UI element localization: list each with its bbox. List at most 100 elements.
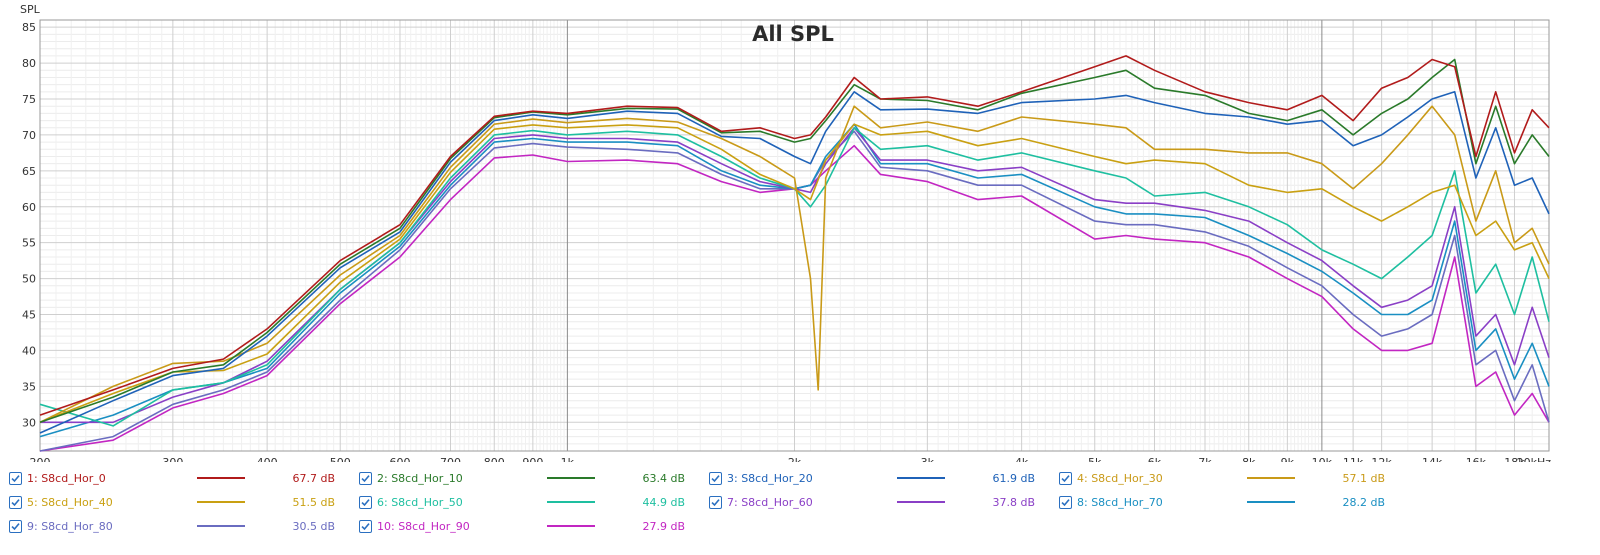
y-tick-label: 65 bbox=[22, 165, 36, 178]
chart-title: All SPL bbox=[752, 22, 834, 46]
series-visibility-checkbox[interactable] bbox=[709, 471, 722, 485]
legend-item: 8: S8cd_Hor_70 28.2 dB bbox=[1050, 490, 1385, 514]
check-icon bbox=[11, 522, 20, 530]
series-visibility-checkbox[interactable] bbox=[359, 471, 372, 485]
series-curves bbox=[39, 55, 1550, 452]
x-tick-label: 800 bbox=[484, 456, 505, 462]
y-tick-label: 40 bbox=[22, 344, 36, 357]
x-tick-label: 9k bbox=[1281, 456, 1295, 462]
y-tick-label: 30 bbox=[22, 416, 36, 429]
legend-color-swatch bbox=[547, 501, 595, 503]
legend-series-name: 9: S8cd_Hor_80 bbox=[27, 519, 113, 533]
check-icon bbox=[11, 474, 20, 482]
legend-item: 2: S8cd_Hor_10 63.4 dB bbox=[350, 466, 685, 490]
series-visibility-checkbox[interactable] bbox=[9, 519, 22, 533]
series-visibility-checkbox[interactable] bbox=[9, 471, 22, 485]
legend-series-name: 2: S8cd_Hor_10 bbox=[377, 471, 463, 485]
y-tick-label: 60 bbox=[22, 201, 36, 214]
legend-series-value: 37.8 dB bbox=[992, 495, 1035, 509]
x-tick-label: 2k bbox=[788, 456, 802, 462]
legend-series-value: 63.4 dB bbox=[642, 471, 685, 485]
legend-color-swatch bbox=[197, 525, 245, 527]
major-grid bbox=[40, 20, 1549, 451]
x-tick-label: 400 bbox=[257, 456, 278, 462]
y-tick-label: 80 bbox=[22, 57, 36, 70]
x-tick-label: 1k bbox=[561, 456, 575, 462]
x-tick-label: 600 bbox=[389, 456, 410, 462]
check-icon bbox=[711, 498, 720, 506]
legend-series-value: 28.2 dB bbox=[1342, 495, 1385, 509]
legend-color-swatch bbox=[1247, 501, 1295, 503]
legend-series-value: 51.5 dB bbox=[292, 495, 335, 509]
x-tick-label: 14k bbox=[1422, 456, 1443, 462]
y-tick-labels: 30 35 40 45 50 55 60 65 70 75 80 85 bbox=[22, 21, 36, 429]
x-tick-label: 500 bbox=[330, 456, 351, 462]
series-line-10 bbox=[39, 144, 1550, 452]
legend-series-name: 7: S8cd_Hor_60 bbox=[727, 495, 813, 509]
legend-series-value: 57.1 dB bbox=[1342, 471, 1385, 485]
spl-chart: 30 35 40 45 50 55 60 65 70 75 80 85 200 300 400 500 600… bbox=[20, 3, 1552, 462]
legend-color-swatch bbox=[197, 477, 245, 479]
series-line-6 bbox=[39, 127, 1550, 427]
series-visibility-checkbox[interactable] bbox=[9, 495, 22, 509]
legend-series-name: 8: S8cd_Hor_70 bbox=[1077, 495, 1163, 509]
check-icon bbox=[1061, 498, 1070, 506]
legend-item: 1: S8cd_Hor_0 67.7 dB bbox=[0, 466, 335, 490]
check-icon bbox=[361, 498, 370, 506]
legend-item: 7: S8cd_Hor_60 37.8 dB bbox=[700, 490, 1035, 514]
series-line-3 bbox=[39, 91, 1550, 434]
y-tick-label: 70 bbox=[22, 129, 36, 142]
legend-series-name: 5: S8cd_Hor_40 bbox=[27, 495, 113, 509]
legend-series-value: 44.9 dB bbox=[642, 495, 685, 509]
legend-series-name: 1: S8cd_Hor_0 bbox=[27, 471, 106, 485]
legend-color-swatch bbox=[547, 525, 595, 527]
x-tick-label: 20kHz bbox=[1517, 456, 1552, 462]
x-tick-label: 300 bbox=[162, 456, 183, 462]
legend-item: 3: S8cd_Hor_20 61.9 dB bbox=[700, 466, 1035, 490]
plot-frame bbox=[39, 19, 1550, 452]
legend-item: 9: S8cd_Hor_80 30.5 dB bbox=[0, 514, 335, 538]
legend-series-name: 10: S8cd_Hor_90 bbox=[377, 519, 470, 533]
series-line-2 bbox=[39, 58, 1550, 424]
x-tick-label: 10k bbox=[1312, 456, 1333, 462]
series-visibility-checkbox[interactable] bbox=[359, 495, 372, 509]
x-tick-labels: 200 300 400 500 600 700 800 900 1k 2k 3k 4k 5k 6k 7k 8k… bbox=[30, 456, 1552, 462]
series-visibility-checkbox[interactable] bbox=[709, 495, 722, 509]
x-tick-label: 8k bbox=[1242, 456, 1256, 462]
y-tick-label: 45 bbox=[22, 309, 36, 322]
legend-series-value: 27.9 dB bbox=[642, 519, 685, 533]
series-line-7 bbox=[40, 127, 1550, 424]
legend-color-swatch bbox=[1247, 477, 1295, 479]
legend-series-value: 67.7 dB bbox=[292, 471, 335, 485]
y-tick-label: 75 bbox=[22, 93, 36, 106]
legend-color-swatch bbox=[547, 477, 595, 479]
legend-series-name: 6: S8cd_Hor_50 bbox=[377, 495, 463, 509]
legend-series-name: 3: S8cd_Hor_20 bbox=[727, 471, 813, 485]
x-tick-label: 4k bbox=[1015, 456, 1029, 462]
series-visibility-checkbox[interactable] bbox=[1059, 471, 1072, 485]
legend-item: 5: S8cd_Hor_40 51.5 dB bbox=[0, 490, 335, 514]
series-line-8 bbox=[39, 123, 1550, 438]
x-tick-label: 5k bbox=[1088, 456, 1102, 462]
x-tick-label: 16k bbox=[1466, 456, 1487, 462]
x-tick-label: 7k bbox=[1198, 456, 1212, 462]
series-visibility-checkbox[interactable] bbox=[1059, 495, 1072, 509]
y-tick-label: 35 bbox=[22, 380, 36, 393]
series-visibility-checkbox[interactable] bbox=[359, 519, 372, 533]
series-line-1 bbox=[39, 55, 1550, 416]
x-tick-label: 18k bbox=[1504, 456, 1525, 462]
series-line-4 bbox=[39, 105, 1550, 424]
x-tick-label: 6k bbox=[1148, 456, 1162, 462]
x-tick-label: 200 bbox=[30, 456, 51, 462]
y-tick-label: 55 bbox=[22, 237, 36, 250]
x-tick-label: 3k bbox=[921, 456, 935, 462]
check-icon bbox=[711, 474, 720, 482]
check-icon bbox=[1061, 474, 1070, 482]
legend-color-swatch bbox=[897, 501, 945, 503]
x-tick-label: 12k bbox=[1371, 456, 1392, 462]
legend-item: 6: S8cd_Hor_50 44.9 dB bbox=[350, 490, 685, 514]
x-tick-label: 700 bbox=[440, 456, 461, 462]
y-tick-label: 85 bbox=[22, 21, 36, 34]
legend-item: 10: S8cd_Hor_90 27.9 dB bbox=[350, 514, 685, 538]
check-icon bbox=[11, 498, 20, 506]
